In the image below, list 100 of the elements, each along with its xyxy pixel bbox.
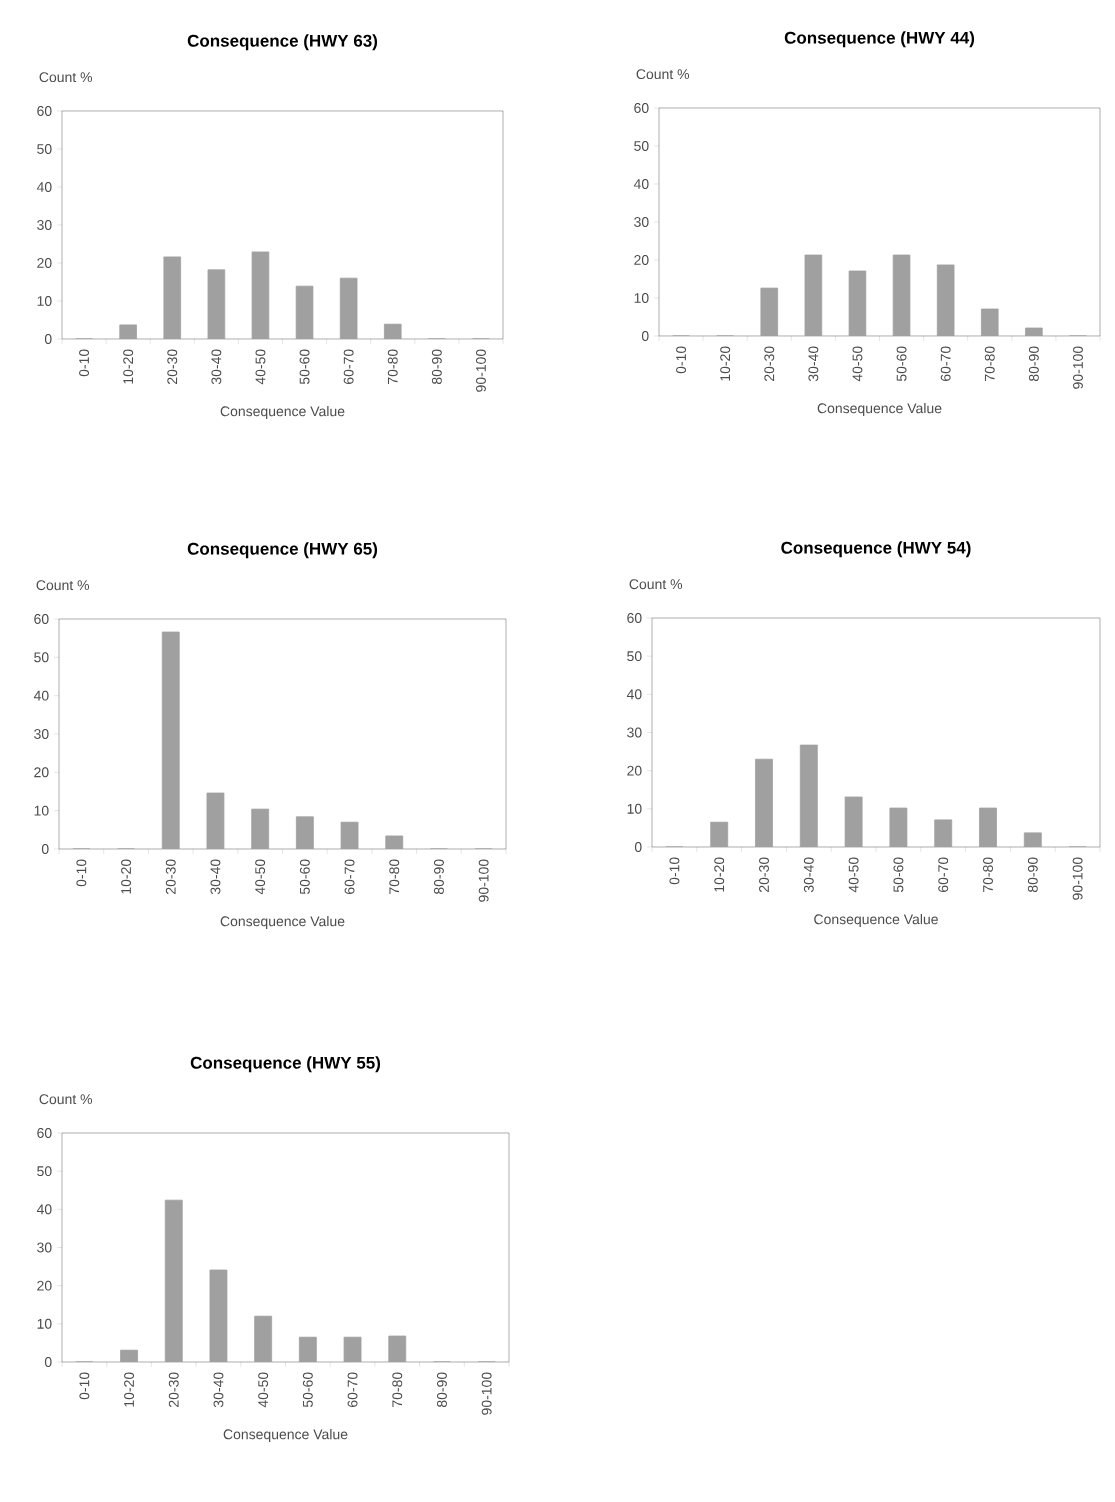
x-tick-label: 20-30 bbox=[764, 346, 775, 381]
y-tick-label: 60 bbox=[34, 614, 49, 624]
x-axis-title: Consequence Value bbox=[817, 402, 942, 417]
x-tick-label: 10-20 bbox=[121, 859, 132, 894]
x-tick-label: 50-60 bbox=[896, 346, 907, 382]
x-tick-label: 50-60 bbox=[299, 859, 310, 895]
x-tick-label: 40-50 bbox=[255, 859, 266, 895]
y-tick-label: 30 bbox=[627, 727, 642, 738]
y-tick-label: 20 bbox=[634, 255, 649, 265]
x-axis-title: Consequence Value bbox=[220, 915, 345, 930]
y-tick-label: 10 bbox=[634, 293, 649, 303]
x-tick-label: 90-100 bbox=[476, 349, 486, 392]
x-tick-label: 60-70 bbox=[938, 857, 949, 892]
chart-title: Consequence (HWY 55) bbox=[190, 1056, 381, 1073]
y-tick-label: 0 bbox=[44, 1357, 52, 1367]
y-tick-label: 20 bbox=[34, 767, 49, 778]
bar bbox=[119, 324, 137, 339]
x-tick-label: 70-80 bbox=[984, 346, 995, 381]
x-tick-label: 40-50 bbox=[848, 857, 859, 893]
y-tick-label: 0 bbox=[634, 842, 642, 852]
x-tick-label: 0-10 bbox=[79, 1372, 90, 1400]
y-axis-title: Count % bbox=[629, 579, 683, 590]
x-tick-label: 0-10 bbox=[676, 346, 687, 374]
y-tick-label: 30 bbox=[634, 217, 649, 227]
y-axis-title: Count % bbox=[36, 580, 90, 591]
x-tick-label: 20-30 bbox=[759, 857, 769, 892]
y-tick-label: 0 bbox=[44, 334, 52, 344]
bar bbox=[251, 251, 270, 339]
chart-title: Consequence (HWY 65) bbox=[187, 542, 378, 559]
x-tick-label: 0-10 bbox=[79, 349, 90, 377]
x-tick-label: 90-100 bbox=[1073, 346, 1083, 389]
x-tick-label: 50-60 bbox=[302, 1372, 313, 1408]
x-tick-label: 40-50 bbox=[258, 1372, 269, 1408]
y-tick-label: 10 bbox=[627, 803, 642, 814]
y-tick-label: 40 bbox=[36, 1204, 52, 1215]
y-tick-label: 40 bbox=[633, 179, 649, 189]
x-tick-label: 80-90 bbox=[1027, 857, 1038, 893]
x-axis-title: Consequence Value bbox=[814, 913, 938, 928]
chart-title: Consequence (HWY 63) bbox=[187, 34, 378, 51]
chart-title: Consequence (HWY 44) bbox=[784, 31, 975, 48]
x-tick-label: 10-20 bbox=[714, 857, 725, 892]
y-tick-label: 60 bbox=[37, 106, 52, 116]
x-tick-label: 20-30 bbox=[168, 1372, 179, 1407]
y-tick-label: 50 bbox=[37, 1166, 52, 1177]
x-tick-label: 90-100 bbox=[1072, 857, 1083, 900]
x-tick-label: 70-80 bbox=[389, 859, 400, 894]
x-tick-label: 90-100 bbox=[478, 859, 489, 902]
x-axis-title: Consequence Value bbox=[223, 1428, 348, 1443]
y-tick-label: 50 bbox=[34, 652, 49, 663]
y-tick-label: 50 bbox=[37, 144, 52, 154]
x-tick-label: 30-40 bbox=[210, 859, 221, 895]
x-tick-label: 60-70 bbox=[344, 859, 355, 894]
x-tick-label: 80-90 bbox=[1028, 346, 1039, 382]
bar bbox=[207, 269, 226, 339]
y-tick-label: 0 bbox=[41, 844, 49, 854]
y-tick-label: 40 bbox=[33, 690, 49, 701]
y-axis-title: Count % bbox=[636, 69, 690, 80]
y-tick-label: 10 bbox=[37, 296, 52, 306]
y-tick-label: 60 bbox=[627, 613, 642, 623]
bar bbox=[383, 323, 402, 339]
y-tick-label: 60 bbox=[37, 1128, 52, 1138]
x-tick-label: 20-30 bbox=[167, 349, 178, 384]
x-tick-label: 0-10 bbox=[669, 857, 680, 885]
y-axis-title: Count % bbox=[39, 72, 93, 83]
y-tick-label: 40 bbox=[36, 182, 52, 192]
y-axis-title: Count % bbox=[39, 1094, 93, 1105]
x-tick-label: 60-70 bbox=[347, 1372, 358, 1407]
y-tick-label: 10 bbox=[37, 1318, 52, 1329]
y-tick-label: 50 bbox=[634, 141, 649, 151]
x-tick-label: 30-40 bbox=[808, 346, 819, 382]
x-axis-title: Consequence Value bbox=[220, 405, 345, 420]
x-tick-label: 60-70 bbox=[343, 349, 354, 384]
x-tick-label: 80-90 bbox=[436, 1372, 447, 1408]
y-tick-label: 30 bbox=[37, 220, 52, 230]
x-tick-label: 50-60 bbox=[299, 349, 310, 385]
y-tick-label: 60 bbox=[634, 103, 649, 113]
x-tick-label: 0-10 bbox=[76, 859, 87, 887]
y-tick-label: 20 bbox=[37, 258, 52, 268]
x-tick-label: 70-80 bbox=[387, 349, 398, 384]
x-tick-label: 50-60 bbox=[893, 857, 904, 893]
bar bbox=[339, 277, 358, 339]
bar bbox=[163, 256, 182, 339]
x-tick-label: 10-20 bbox=[720, 346, 731, 381]
y-tick-label: 50 bbox=[627, 651, 642, 662]
y-tick-label: 0 bbox=[641, 331, 649, 341]
x-tick-label: 70-80 bbox=[983, 857, 993, 892]
x-tick-label: 30-40 bbox=[803, 857, 814, 893]
x-tick-label: 40-50 bbox=[255, 349, 266, 385]
bar bbox=[295, 285, 314, 339]
x-tick-label: 40-50 bbox=[852, 346, 863, 382]
x-tick-label: 30-40 bbox=[213, 1372, 224, 1408]
y-tick-label: 30 bbox=[34, 729, 49, 739]
x-tick-label: 10-20 bbox=[123, 349, 134, 384]
x-tick-label: 80-90 bbox=[433, 859, 444, 895]
x-tick-label: 90-100 bbox=[481, 1372, 492, 1415]
x-tick-label: 70-80 bbox=[392, 1372, 403, 1407]
y-tick-label: 30 bbox=[37, 1242, 52, 1253]
x-tick-label: 30-40 bbox=[211, 349, 222, 385]
y-tick-label: 20 bbox=[627, 765, 642, 776]
y-tick-label: 20 bbox=[37, 1280, 52, 1291]
